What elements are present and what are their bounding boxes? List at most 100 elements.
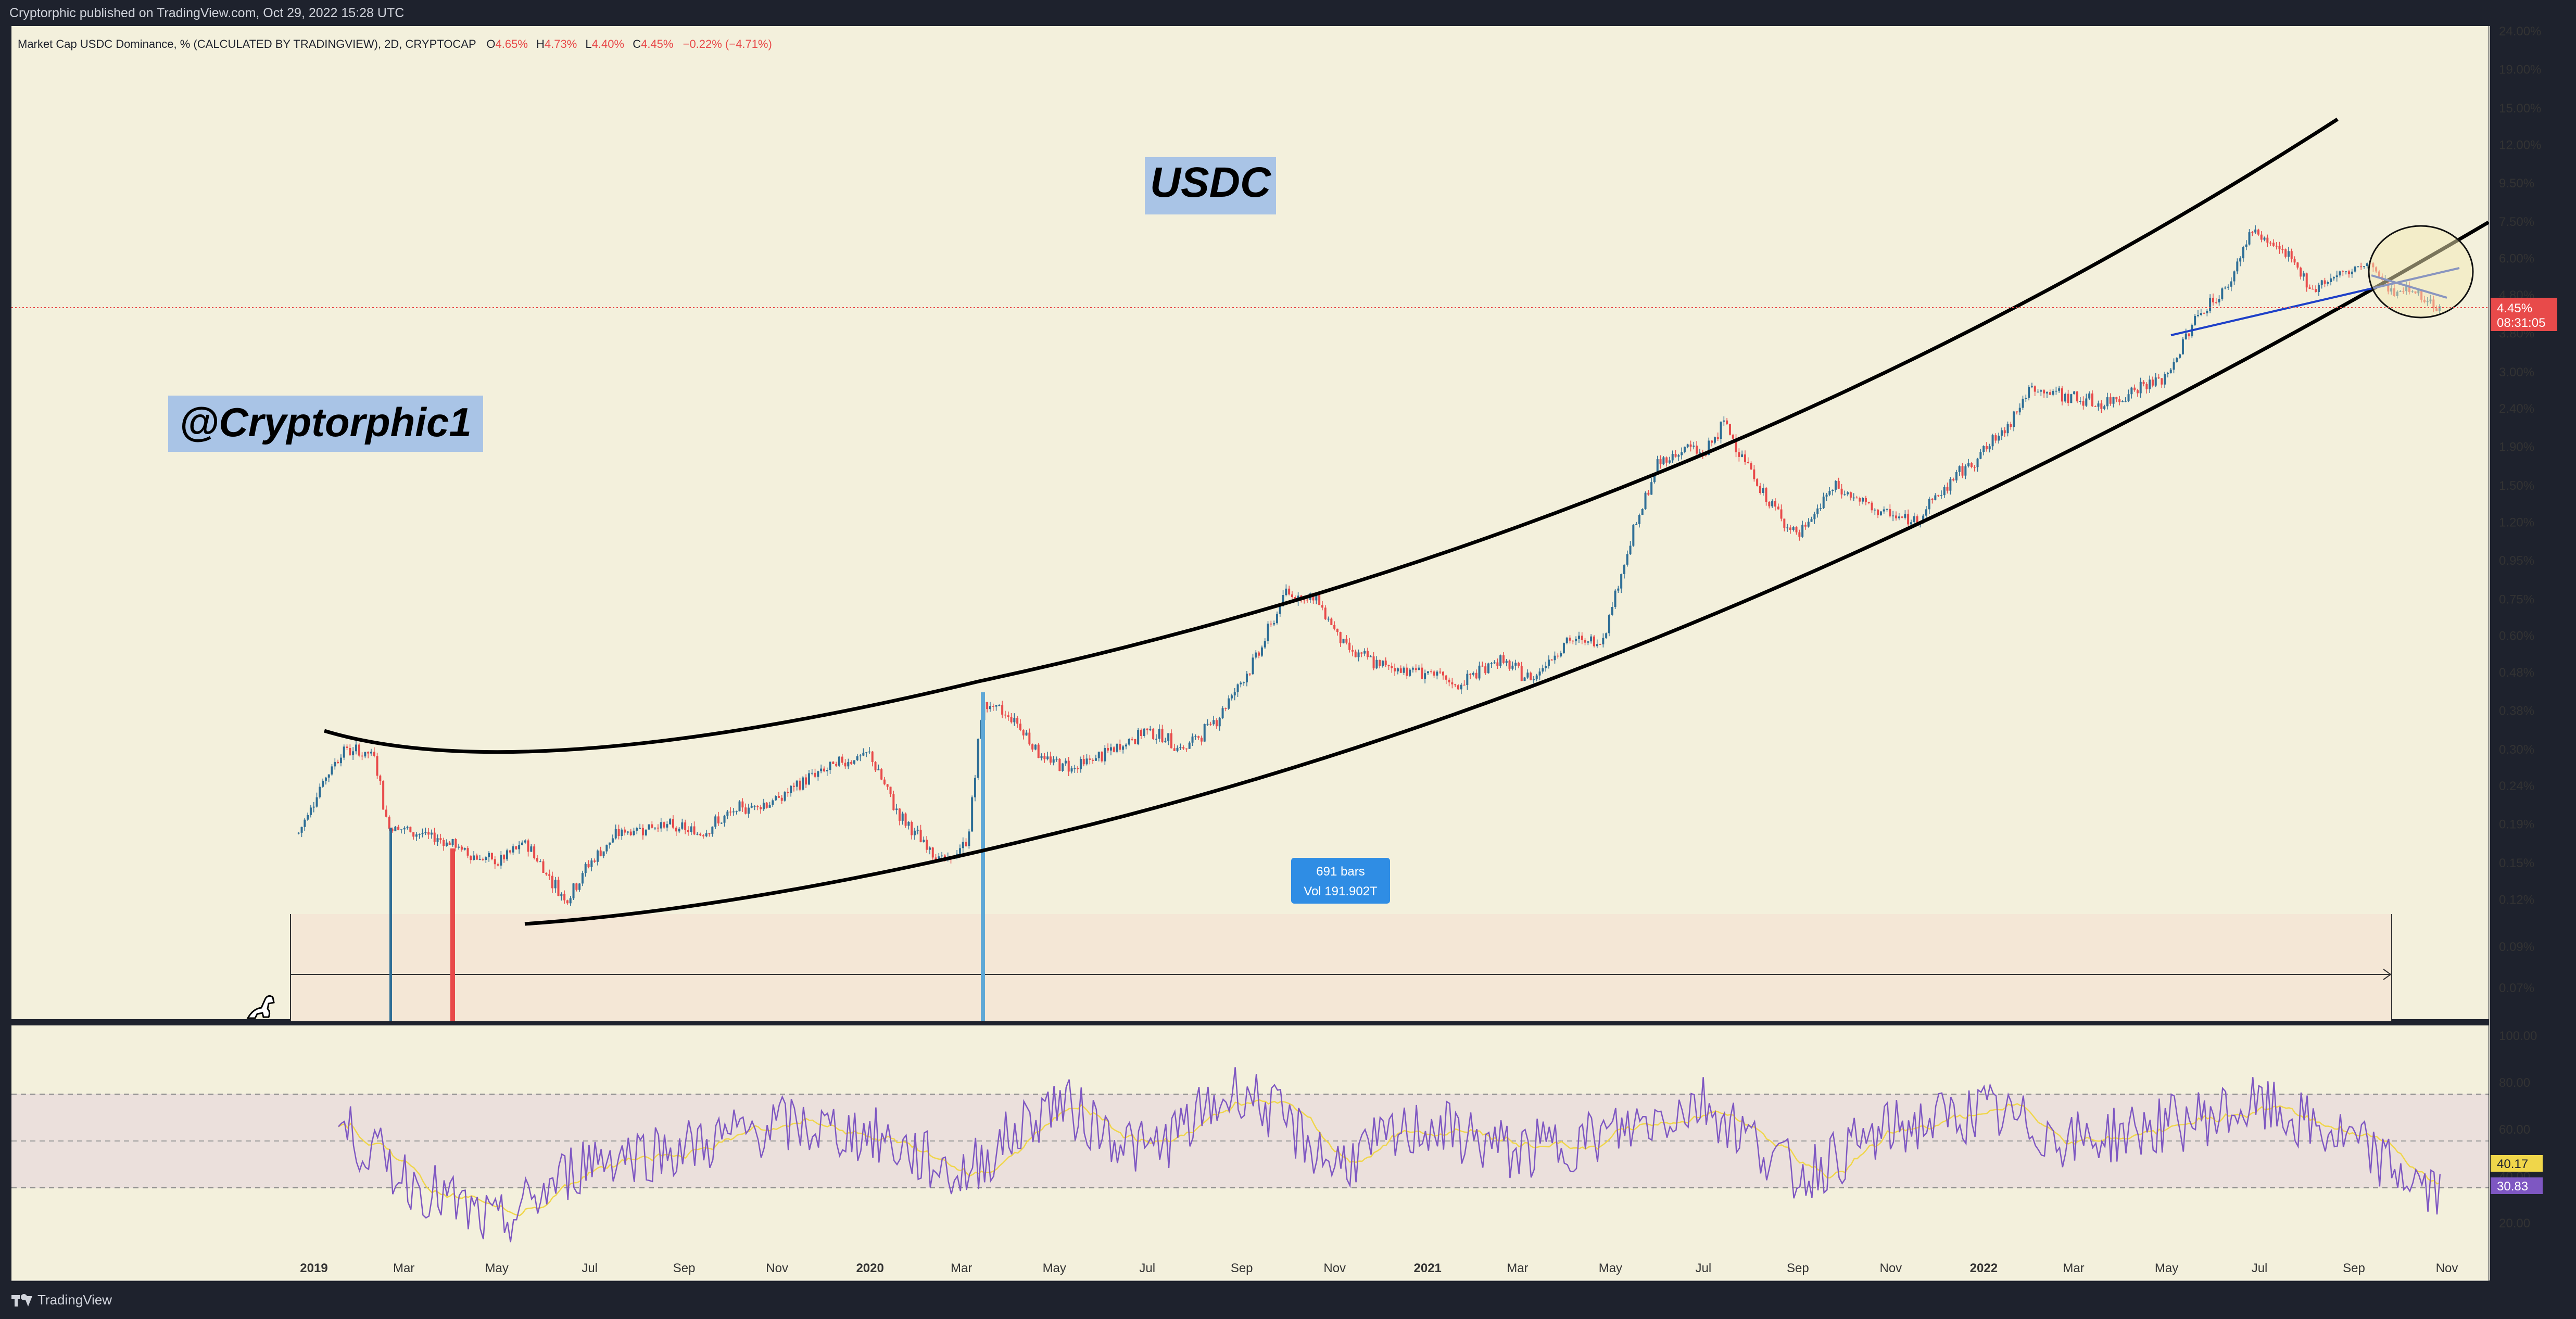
- candle-body: [1058, 758, 1061, 771]
- candle-body: [1801, 525, 1804, 537]
- candle-body: [2308, 287, 2311, 289]
- candle-body: [901, 813, 904, 821]
- candle-body: [1889, 509, 1891, 517]
- candle-body: [1264, 641, 1266, 648]
- candle-body: [1182, 747, 1185, 749]
- time-tick-label: Nov: [1880, 1261, 1902, 1275]
- price-tick-label: 0.24%: [2499, 779, 2534, 793]
- rsi-tick-label: 20.00: [2499, 1216, 2530, 1231]
- author-annotation[interactable]: @Cryptorphic1: [168, 396, 483, 452]
- candle-body: [838, 756, 840, 766]
- candle-body: [1994, 435, 1997, 441]
- candle-body: [324, 777, 327, 781]
- range-label[interactable]: 691 bars Vol 191.902T: [1291, 858, 1390, 904]
- candle-body: [2275, 246, 2278, 247]
- dinosaur-icon[interactable]: [246, 995, 275, 1019]
- candle-body: [1097, 752, 1100, 758]
- candle-body: [1209, 724, 1212, 725]
- trend-drawings[interactable]: [323, 118, 2489, 926]
- time-axis[interactable]: 2019 Mar May Jul Sep Nov 2020 Mar May Jul Sep Nov 20…: [300, 1261, 2458, 1275]
- candle-body: [621, 829, 623, 836]
- tradingview-brand[interactable]: TradingView: [11, 1292, 112, 1308]
- candle-body: [430, 832, 433, 835]
- candle-body: [823, 768, 825, 771]
- candle-body: [2196, 314, 2199, 316]
- candle-body: [2327, 282, 2329, 284]
- candle-body: [2067, 394, 2069, 403]
- highlight-circle[interactable]: [2368, 225, 2474, 319]
- candle-body: [1976, 459, 1979, 467]
- price-tick-label: 15.00%: [2499, 102, 2541, 116]
- chart-area[interactable]: 24.00% 19.00% 15.00% 12.00% 9.50% 7.50% 6.00% 4…: [0, 26, 2576, 1283]
- candle-body: [1608, 615, 1610, 633]
- candle-body: [1587, 641, 1589, 643]
- candle-body: [1526, 673, 1529, 678]
- candle-body: [2345, 271, 2347, 272]
- candle-body: [1321, 605, 1323, 608]
- candle-body: [1659, 459, 1662, 464]
- time-tick-label: Mar: [951, 1261, 972, 1275]
- date-range-tool[interactable]: [290, 914, 2392, 1021]
- candle-body: [2366, 263, 2368, 267]
- candle-body: [2166, 373, 2169, 374]
- candle-body: [2363, 266, 2365, 267]
- lower-channel-curve[interactable]: [524, 220, 2489, 926]
- candle-body: [2100, 403, 2103, 409]
- candle-body: [765, 803, 768, 808]
- candle-body: [2290, 251, 2293, 259]
- legend-open-label: O: [486, 37, 495, 50]
- candle-body: [2064, 394, 2066, 402]
- candle-body: [557, 880, 560, 896]
- time-tick-label: May: [1043, 1261, 1066, 1275]
- candle-body: [1406, 667, 1408, 676]
- title-annotation[interactable]: USDC: [1145, 157, 1276, 214]
- legend-line[interactable]: Market Cap USDC Dominance, % (CALCULATED…: [18, 37, 772, 50]
- candle-body: [1315, 595, 1318, 601]
- rsi-value-badge: 30.83: [2491, 1177, 2543, 1194]
- candle-body: [1728, 424, 1731, 435]
- candle-body: [494, 859, 496, 865]
- volume-spikes: [389, 692, 985, 1021]
- candle-body: [2215, 302, 2217, 303]
- time-tick-label: Nov: [2436, 1261, 2458, 1275]
- last-price-badge-box: [2491, 298, 2557, 331]
- candle-body: [376, 756, 378, 776]
- candle-body: [1708, 440, 1710, 455]
- candle-body: [1062, 763, 1064, 771]
- candle-body: [1224, 708, 1227, 709]
- candle-body: [790, 785, 792, 793]
- candle-body: [560, 894, 563, 896]
- candle-body: [349, 747, 351, 755]
- candle-body: [1747, 462, 1749, 464]
- price-axis[interactable]: 24.00% 19.00% 15.00% 12.00% 9.50% 7.50% 6.00% 4…: [2499, 26, 2541, 995]
- candle-body: [443, 840, 445, 846]
- upper-channel-curve[interactable]: [323, 118, 2339, 754]
- candle-body: [1958, 466, 1961, 472]
- candle-body: [1137, 730, 1140, 744]
- candle-body: [548, 874, 551, 876]
- candle-body: [1985, 446, 1988, 450]
- candle-body: [1469, 674, 1472, 675]
- price-tick-label: 24.00%: [2499, 26, 2541, 39]
- candle-body: [853, 760, 855, 764]
- candle-body: [605, 844, 608, 852]
- candle-body: [1577, 636, 1580, 639]
- candle-body: [1442, 671, 1444, 676]
- candle-body: [1638, 515, 1640, 524]
- candle-body: [2227, 286, 2229, 288]
- candle-body: [1898, 516, 1900, 518]
- candle-body: [1228, 698, 1230, 709]
- candle-body: [1795, 527, 1798, 532]
- candle-body: [2154, 377, 2157, 386]
- candle-body: [2015, 411, 2018, 413]
- candle-body: [2121, 401, 2124, 402]
- legend-symbol: Market Cap USDC Dominance, % (CALCULATED…: [18, 37, 476, 50]
- candle-body: [1792, 527, 1795, 530]
- candle-body: [1565, 637, 1568, 643]
- candle-body: [753, 806, 756, 807]
- candle-body: [1602, 638, 1605, 644]
- candle-body: [2079, 401, 2081, 402]
- candle-body: [1472, 673, 1474, 675]
- candle-body: [436, 838, 439, 842]
